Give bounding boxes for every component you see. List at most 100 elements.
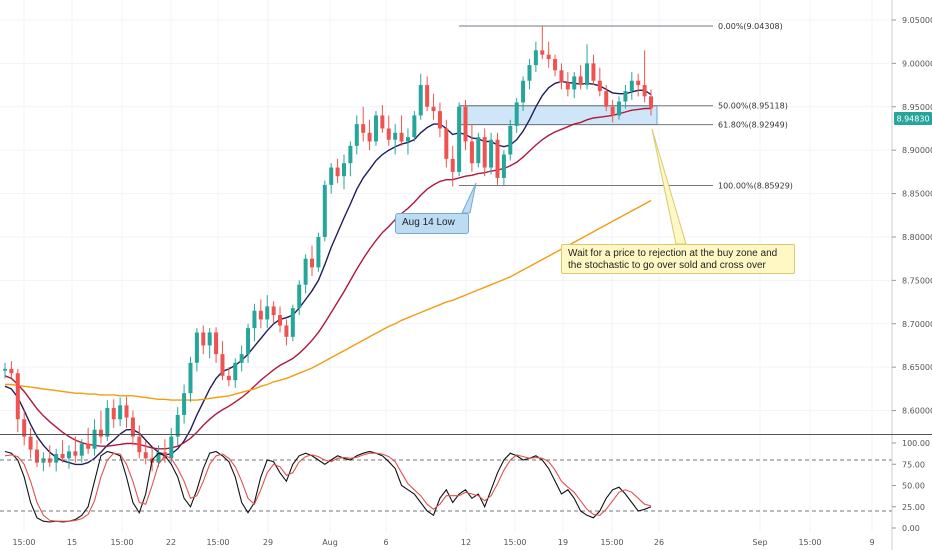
candle-body xyxy=(79,443,84,456)
candle-body xyxy=(572,76,577,90)
stoch-tick-label: 50.00 xyxy=(902,482,925,491)
candle-body xyxy=(265,306,270,320)
stoch-tick-label: 75.00 xyxy=(902,460,925,469)
candle-body xyxy=(143,452,148,459)
time-tick-label: 19 xyxy=(558,538,568,547)
time-tick-label: 15:00 xyxy=(110,538,133,547)
candle-body xyxy=(9,368,14,374)
candle-body xyxy=(591,63,596,81)
price-tick-label: 9.00000 xyxy=(902,59,932,68)
candle-body xyxy=(610,106,615,116)
candle-body xyxy=(335,167,340,177)
price-tick-label: 8.80000 xyxy=(902,233,932,242)
candle-body xyxy=(437,111,442,129)
stochastic-line xyxy=(4,450,652,523)
candle-body xyxy=(130,417,135,437)
candle-body xyxy=(393,132,398,140)
candle-body xyxy=(28,436,33,450)
last-price-tag: 8.94830 xyxy=(894,112,932,125)
candle-body xyxy=(354,124,359,146)
stoch-tick-label: 0.00 xyxy=(902,524,920,533)
price-tick-label: 8.65000 xyxy=(902,363,932,372)
candle-body xyxy=(629,80,634,92)
time-tick-label: 15:00 xyxy=(600,538,623,547)
candle-body xyxy=(623,91,628,102)
candle-body xyxy=(60,453,65,459)
candle-body xyxy=(527,65,532,81)
fibonacci-levels: 0.00%(9.04308) 50.00%(8.95118) 61.80%(8.92… xyxy=(459,22,793,191)
price-tick-label: 8.75000 xyxy=(902,276,932,285)
last-price-label: 8.94830 xyxy=(896,115,929,124)
trade-note-text: Wait for a price to rejection at the buy… xyxy=(568,248,778,271)
candle-body xyxy=(540,50,545,55)
time-tick-label: 15 xyxy=(67,538,77,547)
price-tick-label: 8.90000 xyxy=(902,146,932,155)
candle-body xyxy=(386,128,391,140)
time-axis: 15:00 15 15:00 22 15:00 29 Aug 6 12 15:00 19 15:00 2… xyxy=(12,538,874,547)
candle-body xyxy=(508,125,513,155)
candle-body xyxy=(489,139,494,168)
candle-body xyxy=(15,373,20,420)
candle-body xyxy=(226,375,231,381)
candle-body xyxy=(636,80,641,86)
time-tick-label: 29 xyxy=(263,538,273,547)
candle-body xyxy=(86,443,91,449)
candle-body xyxy=(290,308,295,337)
candle-body xyxy=(66,451,71,459)
candle-body xyxy=(373,115,378,142)
candle-body xyxy=(73,451,78,456)
candle-body xyxy=(348,145,353,164)
candle-body xyxy=(233,362,238,381)
candle-body xyxy=(450,158,455,172)
stochastic-line xyxy=(4,452,652,522)
candle-body xyxy=(322,184,327,237)
candle-body xyxy=(565,82,570,90)
moving-averages xyxy=(4,80,652,466)
candle-body xyxy=(329,167,334,185)
price-tick-label: 8.60000 xyxy=(902,407,932,416)
candle-body xyxy=(284,325,289,337)
candle-body xyxy=(98,429,103,437)
candle-body xyxy=(578,76,583,86)
candle-body xyxy=(252,310,257,329)
price-tick-label: 8.70000 xyxy=(902,320,932,329)
candlesticks xyxy=(3,26,653,472)
candle-body xyxy=(463,106,468,142)
candle-body xyxy=(278,315,283,326)
time-tick-label: 6 xyxy=(383,538,388,547)
candle-body xyxy=(341,163,346,177)
candle-body xyxy=(521,80,526,103)
trade-note-pointer xyxy=(651,128,687,245)
candle-body xyxy=(431,106,436,112)
candle-body xyxy=(617,101,622,116)
time-tick-label: 12 xyxy=(461,538,471,547)
candle-body xyxy=(405,137,410,142)
candle-body xyxy=(258,310,263,320)
time-tick-label: 9 xyxy=(869,538,874,547)
aug-14-low-label: Aug 14 Low xyxy=(402,217,455,228)
time-tick-label: Aug xyxy=(322,538,338,547)
candle-body xyxy=(649,96,653,109)
candle-body xyxy=(361,124,366,133)
candle-body xyxy=(501,154,506,178)
candle-body xyxy=(297,284,302,309)
candle-body xyxy=(310,258,315,268)
candle-body xyxy=(597,80,602,92)
candle-body xyxy=(239,354,244,363)
candle-body xyxy=(124,405,129,418)
candle-body xyxy=(444,128,449,159)
candle-body xyxy=(425,85,430,107)
candle-body xyxy=(156,452,161,463)
aug-low-pointer xyxy=(461,182,477,214)
candle-body xyxy=(303,258,308,285)
price-tick-label: 9.05000 xyxy=(902,16,932,25)
buy-zone-box xyxy=(458,105,658,126)
candle-body xyxy=(3,368,7,371)
moving-average-line xyxy=(4,80,652,466)
candle-body xyxy=(201,332,206,346)
candle-body xyxy=(546,54,551,60)
candle-body xyxy=(271,306,276,316)
candle-body xyxy=(367,132,372,142)
